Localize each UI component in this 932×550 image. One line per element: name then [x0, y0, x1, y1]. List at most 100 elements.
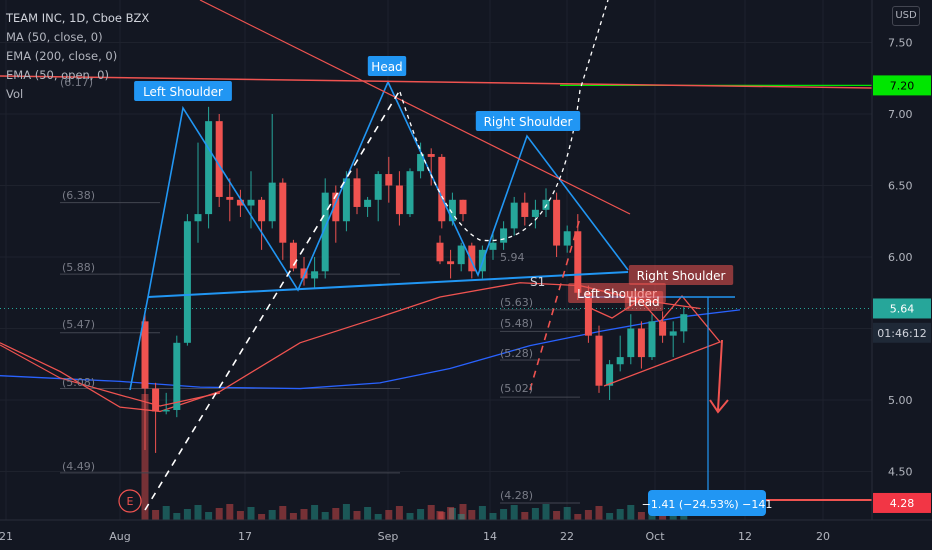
candle-body[interactable] [563, 231, 571, 246]
candle-body[interactable] [300, 268, 308, 279]
volume-bar [606, 513, 614, 520]
candle-body[interactable] [459, 199, 467, 215]
candle-body[interactable] [521, 202, 529, 217]
label-left-shoulder[interactable]: Left Shoulder [134, 81, 232, 101]
candle-body[interactable] [205, 121, 213, 215]
candle-body[interactable] [226, 196, 234, 200]
candle-body[interactable] [606, 364, 614, 386]
candle-body[interactable] [584, 292, 592, 336]
candle-body[interactable] [194, 214, 202, 222]
candle-body[interactable] [183, 221, 191, 343]
candle-body[interactable] [289, 242, 297, 269]
down-arrow-icon [709, 339, 729, 414]
candle-body[interactable] [268, 182, 276, 222]
volume-bar [162, 506, 170, 520]
volume-bar [374, 514, 382, 520]
candle-body[interactable] [669, 331, 677, 336]
volume-bar [321, 512, 329, 520]
legend-ma50[interactable]: MA (50, close, 0) [6, 30, 103, 44]
trend-line[interactable] [199, 0, 631, 215]
level-label: (5.47) [62, 318, 95, 331]
candle-body[interactable] [447, 261, 455, 265]
volume-bar [311, 505, 319, 520]
neckline[interactable] [147, 271, 629, 298]
small-hs-pattern[interactable] [589, 294, 722, 387]
candle-body[interactable] [574, 231, 582, 293]
candle-body[interactable] [448, 199, 456, 222]
label-text: Head [371, 60, 402, 74]
candle-body[interactable] [627, 328, 635, 358]
legend-volume[interactable]: Vol [6, 87, 24, 101]
level-label: (5.63) [500, 296, 533, 309]
candle-body[interactable] [173, 342, 181, 411]
level-label: (4.49) [62, 460, 95, 473]
candle-body[interactable] [489, 242, 497, 250]
volume-bar [173, 513, 181, 520]
candle-body[interactable] [311, 271, 319, 279]
candle-body[interactable] [616, 357, 624, 365]
level-label: S1 [530, 275, 545, 289]
label-head-small[interactable]: Head [624, 291, 664, 311]
earnings-marker[interactable] [118, 489, 142, 513]
candle-body[interactable] [279, 182, 287, 243]
label-right-shoulder[interactable]: Right Shoulder [475, 111, 581, 131]
candle-body[interactable] [595, 335, 603, 386]
candle-body[interactable] [236, 199, 244, 206]
candle-body[interactable] [247, 199, 255, 206]
volume-bar [637, 512, 645, 520]
legend-ema200[interactable]: EMA (200, close, 0) [6, 49, 118, 63]
candle-body[interactable] [321, 192, 329, 272]
candle-body[interactable] [648, 321, 656, 358]
volume-bar [364, 507, 372, 520]
candle-body[interactable] [332, 192, 340, 222]
candle-body[interactable] [680, 314, 688, 332]
candle-body[interactable] [215, 121, 223, 197]
candle-body[interactable] [438, 156, 446, 222]
time-axis[interactable] [0, 520, 932, 550]
resistance-line[interactable] [0, 75, 873, 89]
candle-body[interactable] [417, 154, 425, 172]
volume-bar [542, 504, 550, 520]
candle-body[interactable] [659, 321, 667, 336]
label-head[interactable]: Head [367, 56, 407, 76]
candle-body[interactable] [436, 242, 444, 262]
candle-body[interactable] [510, 202, 518, 229]
candle-body[interactable] [342, 178, 350, 222]
legend-ema50[interactable]: EMA (50, open, 0) [6, 68, 109, 82]
candle-body[interactable] [385, 174, 393, 186]
candle-body[interactable] [162, 410, 170, 412]
candle-body[interactable] [500, 228, 508, 243]
time-tick: 20 [816, 530, 830, 543]
candle-body[interactable] [427, 154, 435, 157]
price-label-box [873, 322, 931, 343]
candle-body[interactable] [468, 245, 476, 272]
volume-bar [395, 506, 403, 520]
candle-body[interactable] [353, 178, 361, 207]
label-box [475, 111, 581, 131]
candle-body[interactable] [457, 245, 465, 265]
candle-body[interactable] [395, 185, 403, 215]
time-tick: Sep [378, 530, 399, 543]
candle-body[interactable] [553, 199, 561, 246]
candle-body[interactable] [531, 209, 539, 217]
level-label: (5.08) [62, 376, 95, 389]
candle-body[interactable] [364, 199, 372, 207]
candle-body[interactable] [141, 321, 149, 389]
candle-body[interactable] [374, 174, 382, 200]
candle-body[interactable] [406, 171, 414, 215]
label-right-shoulder-small[interactable]: Right Shoulder [628, 265, 734, 285]
candle-body[interactable] [637, 328, 645, 358]
red-dashed-line [529, 217, 581, 391]
candle-body[interactable] [152, 388, 160, 412]
label-text: Head [628, 295, 659, 309]
volume-bar [247, 507, 255, 520]
currency-button[interactable]: USD [892, 6, 920, 26]
level-label: (6.17) [60, 76, 93, 89]
candle-body[interactable] [258, 199, 266, 222]
volume-bar [205, 512, 213, 520]
volume-bar [152, 510, 160, 520]
time-tick: 12 [738, 530, 752, 543]
volume-bar [406, 513, 414, 520]
measure-label-box[interactable] [648, 490, 766, 516]
